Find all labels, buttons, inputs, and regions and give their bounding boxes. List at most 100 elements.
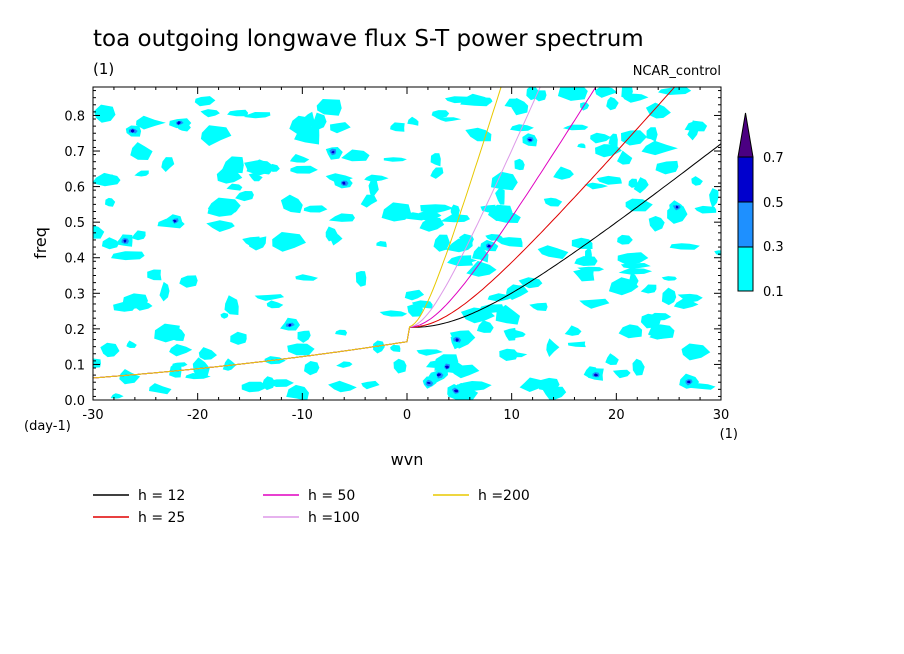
contour-region <box>216 167 243 184</box>
contour-region <box>661 276 677 281</box>
contour-region <box>632 358 645 376</box>
contour-region <box>466 260 497 277</box>
contour-region <box>577 143 586 149</box>
contour-fill-layer <box>93 87 721 400</box>
contour-region <box>185 373 211 380</box>
contour-region <box>487 293 513 302</box>
contour-region <box>714 250 721 256</box>
contour-region <box>330 122 351 134</box>
contour-region <box>364 174 389 182</box>
contour-region <box>241 381 268 393</box>
contour-region <box>376 241 387 248</box>
contour-region <box>390 122 405 132</box>
contour-region <box>268 379 294 387</box>
y-tick-label: 0.8 <box>64 109 85 124</box>
contour-region <box>687 120 699 141</box>
contour-region-high <box>675 205 679 209</box>
contour-region <box>244 160 276 175</box>
contour-region-high <box>436 373 442 377</box>
colorbar-arrow <box>737 112 754 158</box>
contour-region <box>480 204 496 213</box>
contour-region-high <box>687 380 691 384</box>
contour-region <box>621 93 649 103</box>
contour-region <box>304 361 320 376</box>
contour-region <box>430 153 441 167</box>
contour-region <box>681 343 711 361</box>
contour-region-high <box>123 239 127 243</box>
contour-region <box>194 96 216 107</box>
contour-region <box>200 125 232 146</box>
contour-region <box>119 369 141 385</box>
contour-region <box>179 275 198 288</box>
contour-region-high <box>444 365 450 369</box>
contour-region <box>154 323 180 343</box>
contour-region <box>617 252 649 265</box>
contour-region <box>646 127 658 142</box>
contour-region <box>435 117 462 122</box>
contour-region-high <box>342 181 346 185</box>
contour-region <box>361 380 380 390</box>
contour-region <box>446 238 473 253</box>
y-tick-label: 0.7 <box>64 145 85 160</box>
contour-region <box>383 157 407 162</box>
contour-region <box>491 171 518 191</box>
x-axis-label: wvn <box>391 450 424 469</box>
contour-region <box>287 343 315 356</box>
contour-region <box>100 342 120 358</box>
contour-region <box>379 310 408 317</box>
contour-region <box>325 226 338 242</box>
x-tick-label: 20 <box>608 408 625 423</box>
contour-region <box>495 304 520 325</box>
contour-region <box>641 140 678 156</box>
contour-region <box>220 312 229 319</box>
contour-region <box>336 361 353 368</box>
contour-region <box>198 347 217 360</box>
contour-region <box>192 357 210 379</box>
contour-region <box>440 214 470 223</box>
contour-region <box>537 245 569 259</box>
contour-region <box>460 307 495 324</box>
legend-label: h =100 <box>308 510 360 526</box>
contour-region <box>244 112 271 119</box>
contour-region <box>407 116 419 126</box>
contour-region <box>640 284 657 294</box>
legend-label: h = 50 <box>308 488 355 504</box>
contour-region <box>673 298 699 309</box>
x-tick-label: -30 <box>82 408 103 423</box>
dispersion-curve-h200 <box>93 87 502 379</box>
contour-region <box>694 205 717 214</box>
contour-region <box>563 124 589 131</box>
contour-region <box>111 251 145 261</box>
contour-region <box>286 384 309 400</box>
contour-region-high <box>527 138 532 142</box>
contour-region <box>373 340 385 354</box>
contour-region <box>433 234 450 252</box>
contour-region <box>499 348 519 361</box>
x-tick-label: -20 <box>187 408 208 423</box>
contour-region <box>126 340 137 348</box>
y-unit-label: (day-1) <box>24 419 71 434</box>
y-axis-label: freq <box>31 227 50 259</box>
contour-region <box>420 204 454 214</box>
contour-region <box>136 115 166 130</box>
contour-region <box>645 102 671 119</box>
contour-region <box>130 301 153 311</box>
contour-region <box>546 338 560 357</box>
contour-region <box>655 160 679 175</box>
chart-title: toa outgoing longwave flux S-T power spe… <box>93 26 644 52</box>
contour-region <box>574 256 598 266</box>
contour-region <box>161 157 175 172</box>
contour-region <box>230 331 247 345</box>
contour-region <box>130 142 153 160</box>
contour-region <box>290 165 318 174</box>
legend-label: h = 12 <box>138 488 185 504</box>
contour-region <box>248 172 263 182</box>
contour-region <box>335 329 348 336</box>
contour-region <box>595 144 622 158</box>
contour-region <box>519 377 547 392</box>
contour-region-high <box>455 338 459 342</box>
contour-region <box>709 188 719 208</box>
contour-region <box>628 271 639 289</box>
contour-region <box>316 99 342 116</box>
